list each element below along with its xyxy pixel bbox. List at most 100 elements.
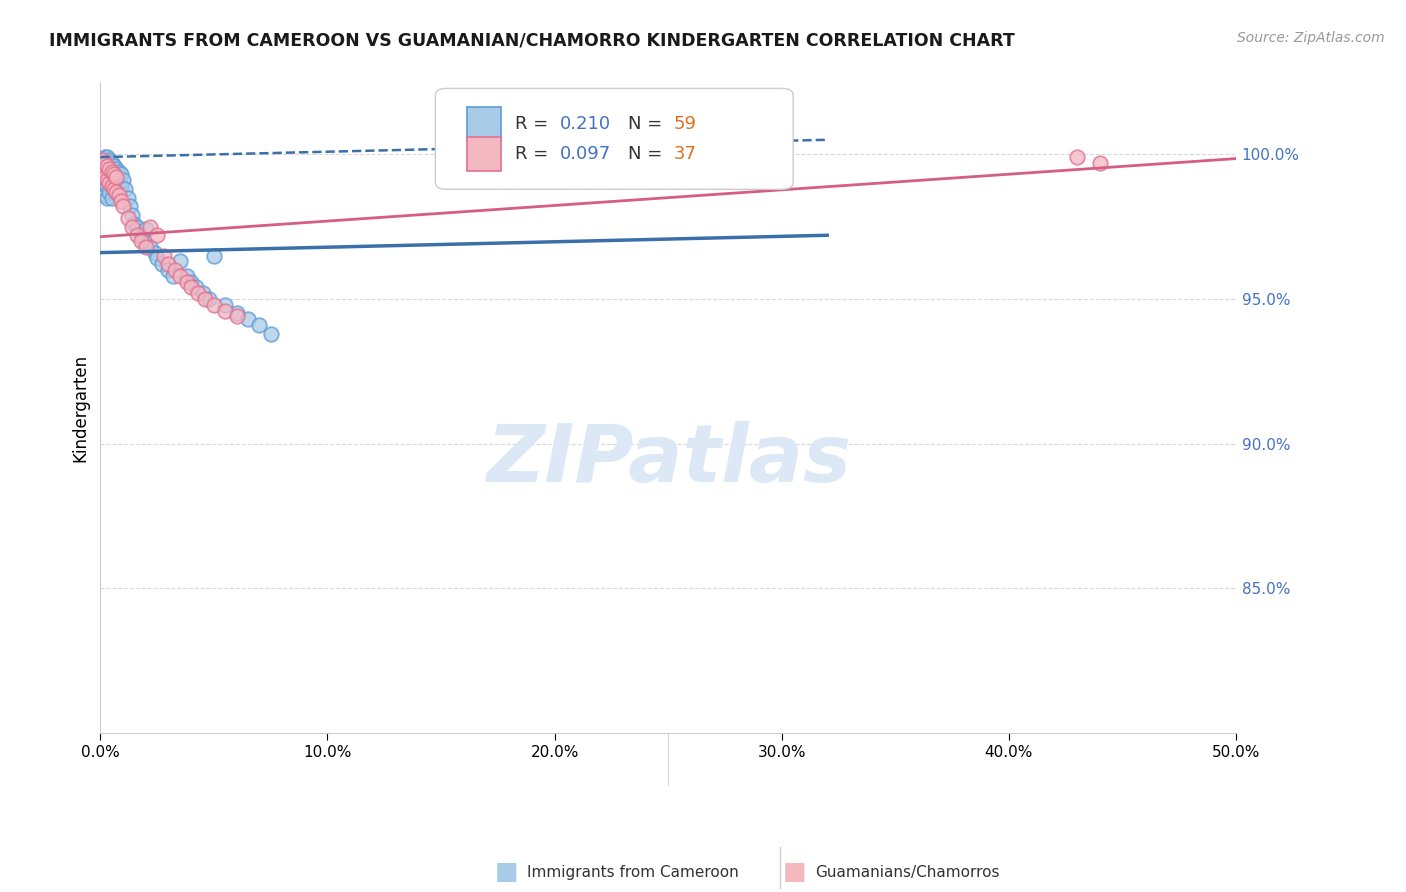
Point (110, 194, 132, 208)
Point (118, 199, 141, 213)
Point (117, 211, 139, 225)
Point (135, 240, 157, 254)
Text: R =: R = (515, 145, 554, 163)
Point (214, 303, 236, 318)
Point (236, 312, 259, 326)
Y-axis label: Kindergarten: Kindergarten (72, 353, 89, 461)
Point (198, 292, 221, 306)
Point (94, 176, 117, 190)
Text: Source: ZipAtlas.com: Source: ZipAtlas.com (1237, 31, 1385, 45)
Point (1066, 150, 1088, 164)
Point (96, 170, 118, 185)
Point (157, 257, 180, 271)
Text: R =: R = (515, 114, 554, 133)
Point (225, 310, 247, 324)
Point (105, 185, 128, 199)
Point (125, 228, 148, 243)
Point (139, 240, 162, 254)
Text: ■: ■ (783, 861, 806, 884)
Point (202, 248, 225, 262)
Point (176, 268, 198, 283)
Point (107, 187, 129, 202)
Point (98, 153, 121, 167)
Point (94, 150, 117, 164)
Point (180, 275, 202, 289)
Point (98, 164, 121, 178)
Point (105, 170, 128, 185)
Point (125, 219, 148, 234)
Point (94, 159, 117, 173)
Text: 59: 59 (673, 114, 697, 133)
Point (105, 161, 128, 176)
Point (191, 286, 214, 301)
Point (225, 306, 247, 320)
Point (98, 173, 121, 187)
Text: 37: 37 (673, 145, 697, 163)
Point (96, 179, 118, 194)
Point (176, 275, 198, 289)
Point (169, 268, 191, 283)
Point (98, 161, 121, 176)
Text: 0.210: 0.210 (561, 114, 612, 133)
Point (110, 168, 132, 182)
Point (100, 179, 122, 194)
Point (94, 170, 117, 185)
Point (91, 176, 114, 190)
Point (187, 286, 209, 301)
Point (117, 191, 139, 205)
Point (96, 159, 118, 173)
Point (169, 254, 191, 268)
Text: Guamanians/Chamorros: Guamanians/Chamorros (815, 865, 1000, 880)
Point (157, 263, 180, 277)
Point (103, 182, 125, 196)
Point (121, 219, 143, 234)
Point (96, 191, 118, 205)
Point (110, 179, 132, 194)
Text: ■: ■ (495, 861, 517, 884)
Point (105, 185, 128, 199)
Point (139, 219, 162, 234)
FancyBboxPatch shape (436, 88, 793, 189)
Point (103, 159, 125, 173)
Point (150, 257, 173, 271)
Point (194, 292, 217, 306)
Point (94, 187, 117, 202)
Point (162, 268, 184, 283)
Point (98, 176, 121, 190)
Point (96, 173, 118, 187)
Point (214, 298, 236, 312)
Point (124, 217, 146, 231)
Point (91, 164, 114, 178)
Point (165, 263, 187, 277)
Point (114, 182, 136, 196)
Text: IMMIGRANTS FROM CAMEROON VS GUAMANIAN/CHAMORRO KINDERGARTEN CORRELATION CHART: IMMIGRANTS FROM CAMEROON VS GUAMANIAN/CH… (49, 31, 1015, 49)
Point (121, 208, 143, 222)
Point (105, 173, 128, 187)
Point (153, 248, 176, 262)
Text: Immigrants from Cameroon: Immigrants from Cameroon (527, 865, 740, 880)
Point (107, 164, 129, 178)
Point (184, 280, 207, 294)
Point (100, 179, 122, 194)
Point (91, 153, 114, 167)
Bar (467, 107, 502, 141)
Point (100, 164, 122, 178)
Point (260, 326, 283, 341)
Bar (467, 137, 502, 171)
Point (143, 245, 166, 260)
Text: ZIPatlas: ZIPatlas (485, 420, 851, 499)
Point (146, 228, 169, 243)
Point (107, 176, 129, 190)
Point (112, 173, 135, 187)
Text: N =: N = (628, 145, 668, 163)
Point (202, 298, 225, 312)
Point (96, 150, 118, 164)
Point (129, 234, 152, 248)
Point (112, 199, 135, 213)
Point (103, 182, 125, 196)
Point (146, 252, 169, 266)
Point (100, 156, 122, 170)
Point (247, 318, 270, 332)
Point (132, 234, 155, 248)
Point (91, 153, 114, 167)
